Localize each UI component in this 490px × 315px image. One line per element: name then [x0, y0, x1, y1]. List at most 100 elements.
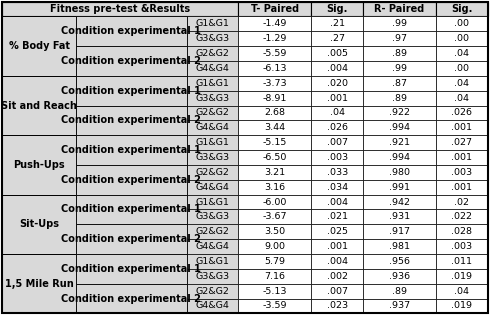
- Bar: [312, 120, 363, 135]
- Bar: [312, 254, 363, 269]
- Text: 3.16: 3.16: [264, 183, 285, 192]
- Bar: [75, 284, 187, 313]
- Bar: [363, 2, 436, 16]
- Bar: [238, 254, 312, 269]
- Text: .921: .921: [389, 138, 410, 147]
- Text: .21: .21: [330, 19, 344, 28]
- Bar: [75, 106, 187, 135]
- Bar: [238, 239, 312, 254]
- Bar: [238, 180, 312, 195]
- Bar: [187, 209, 238, 224]
- Text: .04: .04: [330, 108, 344, 117]
- Text: .87: .87: [392, 79, 407, 88]
- Text: .025: .025: [327, 227, 347, 236]
- Bar: [363, 269, 436, 284]
- Bar: [363, 165, 436, 180]
- Bar: [312, 106, 363, 120]
- Text: .99: .99: [392, 19, 407, 28]
- Text: .89: .89: [392, 94, 407, 103]
- Text: .99: .99: [392, 64, 407, 73]
- Bar: [238, 165, 312, 180]
- Text: .001: .001: [327, 94, 347, 103]
- Bar: [75, 254, 187, 284]
- Text: .981: .981: [389, 242, 410, 251]
- Bar: [436, 46, 488, 61]
- Bar: [75, 135, 187, 165]
- Text: .922: .922: [389, 108, 410, 117]
- Text: .023: .023: [326, 301, 348, 311]
- Bar: [363, 299, 436, 313]
- Bar: [238, 106, 312, 120]
- Text: -5.15: -5.15: [263, 138, 287, 147]
- Text: .001: .001: [327, 242, 347, 251]
- Bar: [436, 106, 488, 120]
- Bar: [2, 76, 75, 135]
- Bar: [187, 239, 238, 254]
- Bar: [436, 61, 488, 76]
- Bar: [75, 165, 187, 195]
- Bar: [363, 195, 436, 209]
- Text: Condition experimental 1: Condition experimental 1: [61, 86, 201, 96]
- Bar: [436, 284, 488, 299]
- Bar: [436, 91, 488, 106]
- Text: % Body Fat: % Body Fat: [8, 41, 70, 51]
- Bar: [363, 16, 436, 31]
- Text: .011: .011: [451, 257, 472, 266]
- Text: 2.68: 2.68: [264, 108, 285, 117]
- Bar: [363, 150, 436, 165]
- Text: .04: .04: [454, 49, 469, 58]
- Text: G1&G1: G1&G1: [196, 79, 229, 88]
- Bar: [187, 150, 238, 165]
- Bar: [312, 76, 363, 91]
- Text: Push-Ups: Push-Ups: [13, 160, 65, 170]
- Bar: [436, 135, 488, 150]
- Bar: [187, 165, 238, 180]
- Text: .942: .942: [389, 198, 410, 207]
- Bar: [363, 46, 436, 61]
- Text: .004: .004: [327, 64, 347, 73]
- Text: Condition experimental 2: Condition experimental 2: [61, 234, 201, 244]
- Bar: [187, 269, 238, 284]
- Bar: [238, 91, 312, 106]
- Bar: [75, 224, 187, 254]
- Text: G1&G1: G1&G1: [196, 138, 229, 147]
- Text: .00: .00: [454, 34, 469, 43]
- Bar: [312, 135, 363, 150]
- Bar: [238, 195, 312, 209]
- Text: -6.13: -6.13: [263, 64, 287, 73]
- Text: 3.44: 3.44: [264, 123, 285, 132]
- Text: -6.00: -6.00: [263, 198, 287, 207]
- Bar: [75, 46, 187, 76]
- Text: G4&G4: G4&G4: [196, 123, 229, 132]
- Bar: [436, 180, 488, 195]
- Text: .004: .004: [327, 257, 347, 266]
- Text: .04: .04: [454, 79, 469, 88]
- Text: .026: .026: [451, 108, 472, 117]
- Text: .028: .028: [451, 227, 472, 236]
- Bar: [187, 91, 238, 106]
- Text: .956: .956: [389, 257, 410, 266]
- Bar: [436, 239, 488, 254]
- Text: .994: .994: [389, 123, 410, 132]
- Bar: [75, 16, 187, 46]
- Text: G3&G3: G3&G3: [196, 212, 229, 221]
- Bar: [363, 61, 436, 76]
- Bar: [363, 120, 436, 135]
- Bar: [436, 224, 488, 239]
- Text: .994: .994: [389, 153, 410, 162]
- Text: .003: .003: [326, 153, 348, 162]
- Bar: [436, 120, 488, 135]
- Text: G1&G1: G1&G1: [196, 198, 229, 207]
- Text: .27: .27: [330, 34, 344, 43]
- Bar: [238, 284, 312, 299]
- Text: Condition experimental 2: Condition experimental 2: [61, 115, 201, 125]
- Bar: [312, 284, 363, 299]
- Bar: [2, 135, 75, 195]
- Bar: [363, 254, 436, 269]
- Text: G4&G4: G4&G4: [196, 242, 229, 251]
- Bar: [363, 31, 436, 46]
- Bar: [238, 224, 312, 239]
- Text: -5.59: -5.59: [263, 49, 287, 58]
- Text: .04: .04: [454, 94, 469, 103]
- Text: .002: .002: [327, 272, 347, 281]
